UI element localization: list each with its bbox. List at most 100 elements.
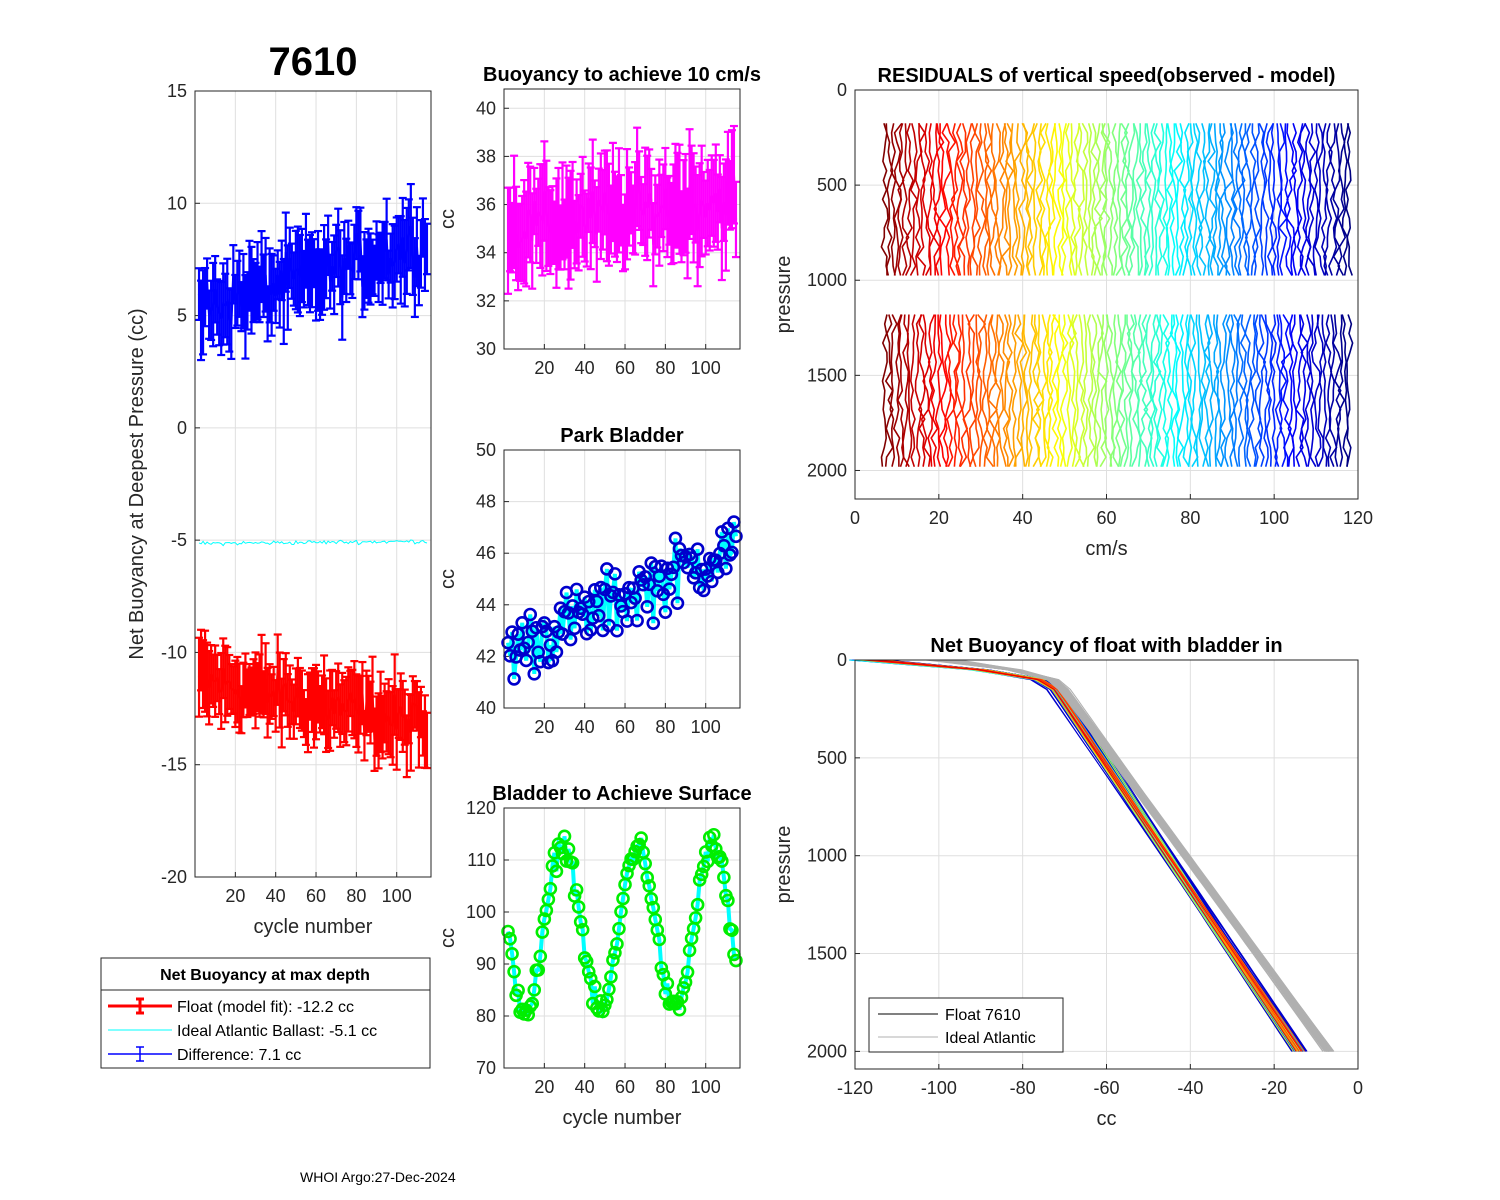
- residual-profile: [1005, 122, 1014, 276]
- legend-net-buoyancy: Net Buoyancy at max depth Float (model fi…: [100, 957, 431, 1069]
- residual-profile: [997, 123, 1007, 276]
- y-tick-label: 5: [177, 306, 187, 326]
- residual-profile: [1195, 314, 1203, 467]
- data-point: [573, 915, 588, 929]
- residual-profile: [1081, 122, 1089, 276]
- y-axis-label: pressure: [773, 256, 795, 334]
- residual-profile: [1321, 314, 1328, 467]
- residual-profile: [1229, 314, 1236, 467]
- residual-profile: [1013, 123, 1023, 276]
- residual-profile: [1198, 123, 1207, 276]
- x-tick-label: 20: [929, 508, 949, 528]
- residual-profile: [1090, 123, 1099, 276]
- y-tick-label: 80: [476, 1006, 496, 1026]
- y-tick-label: 0: [837, 650, 847, 670]
- residual-profile: [955, 314, 963, 467]
- residual-profile: [955, 122, 965, 276]
- y-tick-label: 1500: [807, 944, 847, 964]
- residual-profile: [1341, 123, 1350, 276]
- data-point: [549, 645, 564, 659]
- ideal-profile-line: [944, 659, 1326, 1052]
- residual-profile: [1346, 314, 1354, 467]
- residual-profile: [1229, 123, 1237, 276]
- residual-profile: [1207, 314, 1214, 467]
- data-point: [501, 924, 515, 939]
- data-point: [569, 582, 584, 597]
- series-layer: [849, 659, 1335, 1052]
- chart-title: RESIDUALS of vertical speed(observed - m…: [878, 65, 1336, 87]
- data-point: [569, 883, 584, 897]
- y-tick-label: 42: [476, 646, 496, 666]
- residual-profile: [1314, 123, 1326, 276]
- data-point: [696, 583, 711, 598]
- residual-profile: [1239, 314, 1249, 467]
- residual-profile: [1308, 314, 1317, 468]
- buoyancy-series-line: [506, 174, 738, 249]
- data-point: [507, 964, 521, 979]
- data-point: [505, 947, 519, 961]
- data-point: [612, 921, 626, 936]
- data-point: [557, 829, 572, 844]
- panel-residuals: 0 20 40 60 80 100 120 0 500 1000 1500 2000 RESIDUALS…: [773, 65, 1373, 560]
- x-tick-label: 80: [655, 717, 675, 737]
- data-point: [628, 591, 642, 605]
- y-axis-label: cc: [437, 209, 459, 229]
- y-tick-label: 46: [476, 543, 496, 563]
- data-point: [610, 937, 624, 951]
- data-point: [511, 627, 525, 642]
- residual-profile: [1178, 123, 1187, 276]
- residual-profile: [904, 123, 914, 276]
- residual-profile: [1164, 314, 1173, 467]
- residual-profile: [1270, 123, 1278, 276]
- x-tick-label: 80: [655, 358, 675, 378]
- y-tick-label: 500: [817, 748, 847, 768]
- residual-profile: [1135, 123, 1145, 276]
- float-series-line: [197, 659, 429, 747]
- residual-profile: [992, 123, 1002, 276]
- legend-entry: Float (model fit): -12.2 cc: [177, 999, 354, 1016]
- data-point: [592, 608, 606, 623]
- residual-profile: [1332, 314, 1342, 467]
- data-point: [670, 596, 685, 610]
- y-tick-label: 500: [817, 175, 847, 195]
- residual-profile: [1336, 314, 1346, 467]
- x-tick-label: 120: [1343, 508, 1373, 528]
- ideal-profile-line: [945, 659, 1327, 1052]
- footer-stamp: WHOI Argo:27-Dec-2024: [300, 1169, 456, 1185]
- residual-profile: [985, 314, 995, 468]
- residual-profile: [1244, 314, 1253, 467]
- x-tick-label: 100: [691, 358, 721, 378]
- y-tick-label: 44: [476, 595, 496, 615]
- data-point: [660, 976, 675, 991]
- residual-profile: [1278, 314, 1288, 467]
- residual-profile: [1165, 123, 1174, 276]
- y-tick-label: 1000: [807, 270, 847, 290]
- residual-profile: [1078, 314, 1086, 468]
- residual-profile: [1051, 123, 1062, 276]
- difference-series-line: [197, 225, 429, 325]
- x-tick-label: 40: [1013, 508, 1033, 528]
- data-point: [563, 632, 578, 647]
- series-layer: [501, 515, 743, 686]
- y-tick-label: 1500: [807, 365, 847, 385]
- axes-frame: [194, 90, 432, 878]
- residual-profile: [1115, 314, 1123, 467]
- data-point: [527, 667, 542, 681]
- axes-frame: [854, 659, 1359, 1070]
- residual-profile: [1034, 314, 1045, 467]
- data-point: [630, 613, 644, 628]
- y-tick-label: 32: [476, 291, 496, 311]
- data-point: [626, 852, 640, 867]
- legend-box: [868, 997, 1064, 1053]
- residual-profile: [1131, 123, 1140, 276]
- residual-profile: [916, 122, 927, 276]
- residual-profile: [1162, 123, 1169, 276]
- legend-entry: Ideal Atlantic: [945, 1030, 1036, 1047]
- x-axis-label: cycle number: [563, 1107, 682, 1129]
- x-tick-label: -40: [1177, 1078, 1203, 1098]
- residual-profile: [1013, 314, 1025, 467]
- residual-profile: [1123, 314, 1133, 467]
- y-tick-label: -20: [161, 867, 187, 887]
- data-point: [688, 911, 703, 925]
- residual-profile: [981, 314, 989, 467]
